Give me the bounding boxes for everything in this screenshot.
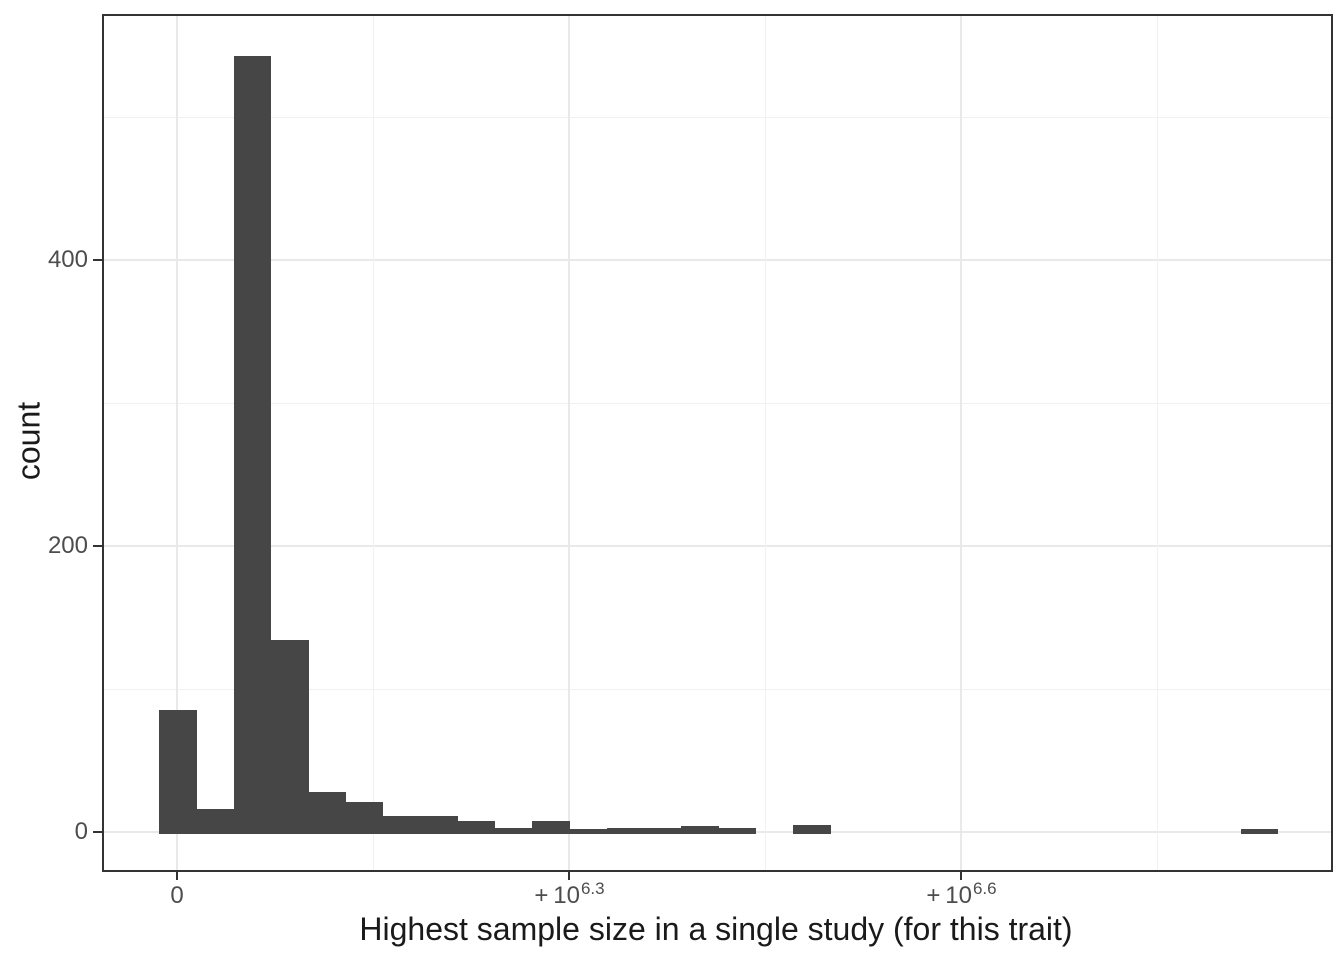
x-tick-exponent: 6.6 <box>972 879 997 898</box>
y-tick-label: 400 <box>47 246 88 273</box>
x-axis-tick <box>568 872 570 880</box>
histogram-bar <box>569 829 608 834</box>
y-axis-tick <box>93 259 102 261</box>
x-gridline-major <box>568 16 570 870</box>
histogram-bar <box>345 801 384 834</box>
histogram-bar <box>270 640 309 834</box>
bars-layer <box>104 16 1331 870</box>
x-axis-tick <box>960 872 962 880</box>
y-gridline-minor <box>104 117 1331 118</box>
y-tick-label: 0 <box>74 818 88 845</box>
histogram-bar <box>420 816 458 834</box>
y-gridline-major <box>104 259 1331 261</box>
x-tick-label: 0 <box>170 882 184 909</box>
x-gridline-major <box>176 16 178 870</box>
y-axis-tick <box>93 545 102 547</box>
histogram-bar <box>718 827 757 834</box>
histogram-bar <box>159 710 197 834</box>
y-gridline-minor <box>104 689 1331 690</box>
x-tick-label: + 106.3 <box>534 879 605 909</box>
histogram-bar <box>233 55 272 834</box>
histogram-bar <box>457 820 496 834</box>
y-axis-title: count <box>10 401 47 481</box>
histogram-bar <box>308 791 346 834</box>
y-tick-label: 200 <box>47 532 88 559</box>
histogram-bar <box>681 826 719 834</box>
x-gridline-minor <box>373 16 374 870</box>
plot-panel <box>102 14 1333 872</box>
histogram-bar <box>643 827 682 834</box>
histogram-bar <box>494 827 533 834</box>
histogram-bar <box>531 820 570 834</box>
x-gridline-major <box>960 16 962 870</box>
x-gridline-minor <box>765 16 766 870</box>
x-tick-exponent: 6.3 <box>580 879 605 898</box>
histogram-bar <box>382 816 421 834</box>
x-axis-tick <box>176 872 178 880</box>
x-tick-label: + 106.6 <box>926 879 997 909</box>
y-axis-tick <box>93 831 102 833</box>
y-gridline-minor <box>104 403 1331 404</box>
x-axis-title: Highest sample size in a single study (f… <box>359 911 1073 947</box>
histogram-bar <box>196 809 235 834</box>
histogram-bar <box>793 824 831 834</box>
histogram-bar <box>606 827 645 834</box>
histogram-bar <box>1240 829 1279 834</box>
y-gridline-major <box>104 545 1331 547</box>
x-gridline-minor <box>1157 16 1158 870</box>
